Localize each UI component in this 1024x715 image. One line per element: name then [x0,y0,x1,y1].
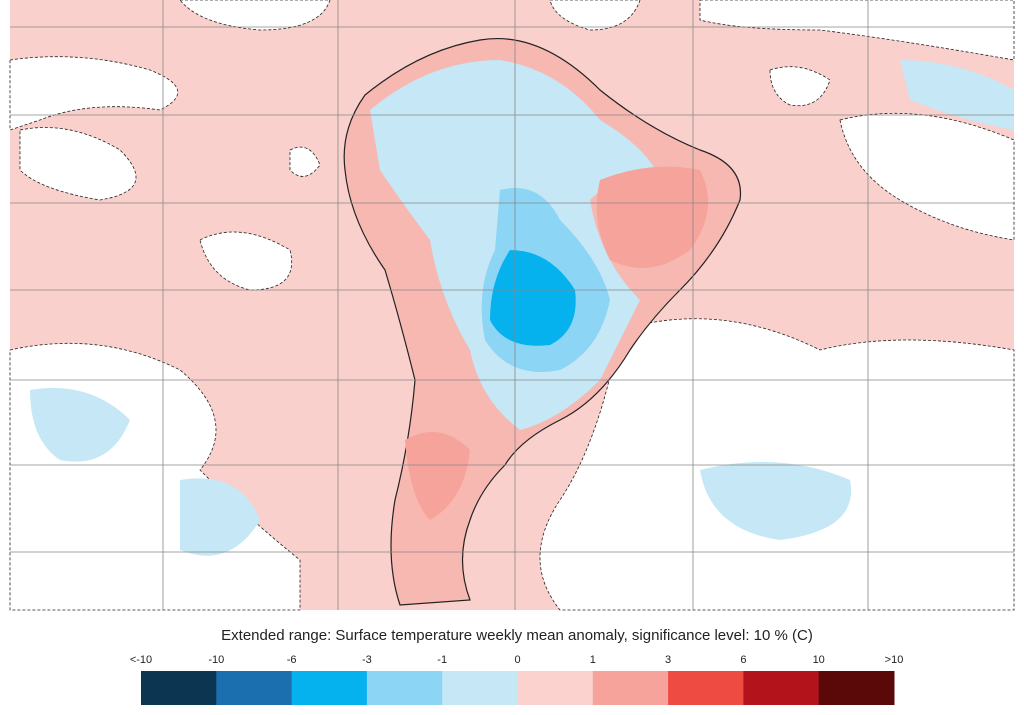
warm-region [596,166,708,268]
colorbar-label: 10 [813,654,825,666]
caption: Extended range: Surface temperature week… [221,627,813,644]
colorbar-label: 1 [590,654,596,666]
cool-areas [30,60,1014,556]
colorbar-segment [442,671,518,705]
warm-region [405,432,470,520]
colorbar-label: -6 [287,654,297,666]
colorbar-segment [592,671,669,705]
colorbar-label: -10 [208,654,224,666]
colorbar-label: 6 [740,654,746,666]
colorbar-segment [291,671,368,705]
colorbar-segment [141,671,217,705]
graticule [10,0,1014,610]
coldest-region [490,250,576,346]
colorbar-label: 3 [665,654,671,666]
colorbar-label: >10 [885,654,904,666]
colorbar-label: -3 [362,654,372,666]
colorbar-segment [668,671,744,705]
colorbar-segment [818,671,895,705]
colorbar-segment [743,671,820,705]
colorbar-segment [366,671,443,705]
colorbar-segment [216,671,293,705]
colorbar-label: 0 [514,654,520,666]
colorbar-segment [517,671,594,705]
colorbar-label: -1 [437,654,447,666]
map [9,0,1015,611]
colorbar: <-10 -10 -6 -3 -1 0 1 3 6 10 >10 [130,654,904,705]
colorbar-label: <-10 [130,654,152,666]
